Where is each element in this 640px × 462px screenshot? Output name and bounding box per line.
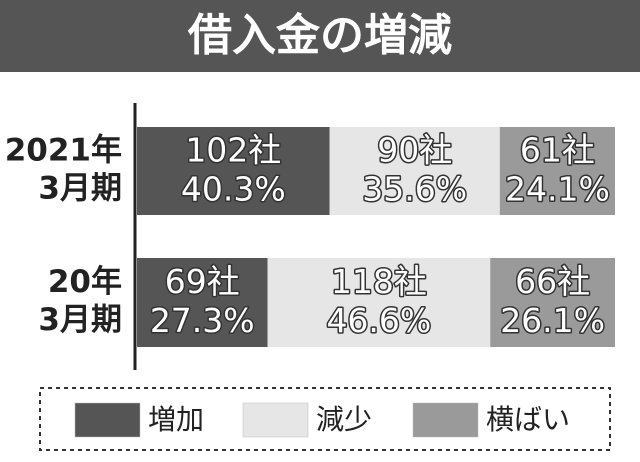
legend-swatch — [74, 402, 141, 438]
legend-label: 減少 — [316, 403, 372, 436]
category-label: 20年 — [48, 264, 122, 300]
value-label: 46.6% — [326, 301, 431, 340]
legend-box — [39, 387, 611, 451]
legend-swatch — [242, 402, 309, 438]
value-label: 24.1% — [505, 170, 610, 209]
value-label: 40.3% — [181, 170, 286, 209]
bar-segment — [329, 127, 500, 215]
chart-title: 借入金の増減 — [187, 10, 452, 61]
category-label: 3月期 — [38, 171, 122, 207]
title-banner — [0, 0, 640, 72]
bar-segment — [499, 127, 615, 215]
count-label: 118社 — [331, 262, 427, 301]
count-label: 66社 — [515, 262, 590, 301]
count-label: 61社 — [520, 131, 595, 170]
legend-label: 増加 — [148, 403, 204, 436]
count-label: 102社 — [185, 131, 281, 170]
value-label: 26.1% — [500, 301, 605, 340]
count-label: 90社 — [377, 131, 452, 170]
category-label: 2021年 — [5, 133, 122, 169]
bar-segment — [490, 258, 615, 347]
bar-segment — [137, 258, 268, 347]
legend-label: 横ばい — [486, 403, 570, 436]
legend-swatch — [412, 402, 479, 438]
count-label: 69社 — [165, 262, 240, 301]
bar-segment — [137, 127, 330, 215]
category-label: 3月期 — [38, 302, 122, 338]
bar-segment — [267, 258, 491, 347]
value-label: 27.3% — [150, 301, 255, 340]
value-label: 35.6% — [362, 170, 467, 209]
